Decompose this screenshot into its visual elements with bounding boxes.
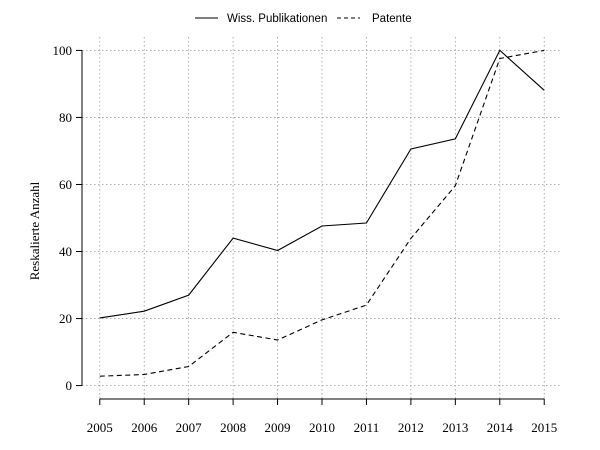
x-tick-label: 2012	[398, 420, 424, 435]
series-line-patente	[99, 49, 545, 377]
x-tick-label: 2007	[176, 420, 203, 435]
y-tick-label: 100	[53, 43, 73, 58]
legend-label: Wiss. Publikationen	[227, 13, 327, 25]
legend: Wiss. Publikationen Patente	[195, 13, 412, 25]
x-tick-label: 2009	[265, 420, 291, 435]
x-tick-label: 2011	[354, 420, 380, 435]
x-tick-label: 2013	[442, 420, 468, 435]
series-layer	[99, 49, 545, 377]
y-axis-title: Reskalierte Anzahl	[27, 181, 42, 280]
y-tick-label: 20	[59, 311, 72, 326]
x-tick-label: 2006	[131, 420, 158, 435]
x-tick-label: 2005	[87, 420, 113, 435]
x-tick-label: 2014	[487, 420, 514, 435]
grid-layer	[82, 37, 562, 399]
legend-label: Patente	[372, 13, 412, 25]
y-tick-label: 0	[66, 378, 73, 393]
y-tick-label: 60	[59, 177, 72, 192]
x-tick-label: 2008	[220, 420, 246, 435]
y-tick-label: 80	[59, 110, 72, 125]
y-tick-label: 40	[59, 244, 72, 259]
x-tick-label: 2010	[309, 420, 335, 435]
x-tick-label: 2015	[531, 420, 557, 435]
axes-layer: 0 20 40 60 80 100 2005 2006 2007 2008 2009 2010 2011…	[53, 43, 558, 435]
series-line-publikationen	[99, 49, 545, 319]
